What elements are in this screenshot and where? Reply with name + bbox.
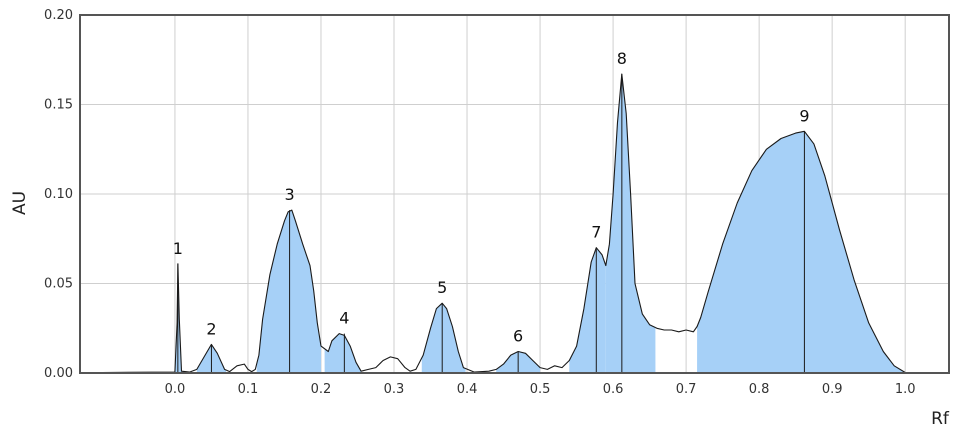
x-tick-label: 1.0	[895, 382, 916, 397]
peak-area-7	[569, 247, 606, 373]
peak-area-9	[697, 131, 906, 373]
peak-label-7: 7	[591, 223, 601, 242]
trace-layer	[101, 73, 920, 374]
peak-label-8: 8	[617, 49, 627, 68]
x-tick-label: 0.2	[311, 382, 332, 397]
x-tick-label: 0.5	[530, 382, 551, 397]
peak-area-3	[256, 210, 321, 373]
x-tick-label: 0.3	[384, 382, 405, 397]
peak-markers	[177, 74, 805, 373]
x-tick-label: 0.0	[165, 382, 186, 397]
x-tick-label: 0.7	[676, 382, 697, 397]
y-tick-label: 0.05	[44, 277, 73, 292]
x-tick-label: 0.9	[822, 382, 843, 397]
x-tick-label: 0.6	[603, 382, 624, 397]
x-tick-label: 0.8	[749, 382, 770, 397]
peak-label-1: 1	[173, 239, 183, 258]
peak-area-8	[605, 74, 656, 373]
peak-label-9: 9	[799, 106, 809, 125]
peak-label-6: 6	[513, 327, 523, 346]
x-tick-labels: 0.0 0.1 0.2 0.3 0.4 0.5 0.6 0.7 0.8 0.9 1.0	[165, 382, 916, 397]
peak-area-4	[324, 333, 362, 373]
y-axis-title: AU	[10, 191, 30, 215]
peak-label-3: 3	[284, 185, 294, 204]
peak-labels: 1 2 3 4 5 6 7 8 9	[173, 49, 810, 345]
y-tick-label: 0.20	[44, 8, 73, 23]
y-tick-label: 0.15	[44, 98, 73, 113]
y-tick-label: 0.10	[44, 187, 73, 202]
y-tick-labels: 0.00 0.05 0.10 0.15 0.20	[44, 8, 73, 381]
plot-frame	[79, 14, 950, 374]
peak-label-4: 4	[339, 309, 349, 328]
peak-area-5	[421, 303, 466, 373]
peak-label-5: 5	[437, 278, 447, 297]
x-tick-label: 0.1	[238, 382, 259, 397]
x-axis-title: Rf	[931, 409, 950, 429]
y-tick-label: 0.00	[44, 366, 73, 381]
peak-label-2: 2	[206, 319, 216, 338]
x-tick-label: 0.4	[457, 382, 478, 397]
trace-line	[101, 73, 920, 374]
